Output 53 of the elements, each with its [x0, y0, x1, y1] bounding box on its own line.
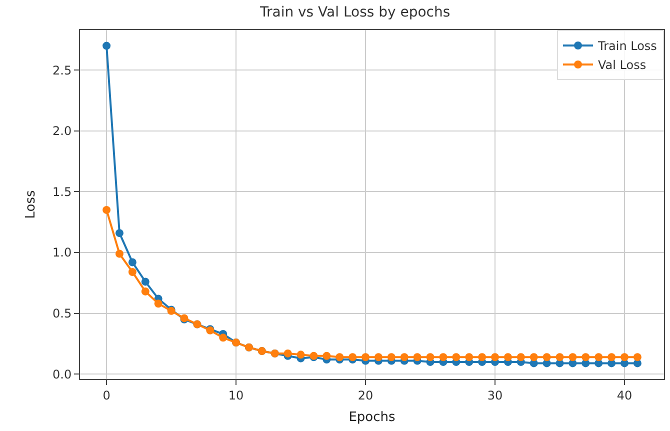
point	[439, 353, 448, 362]
legend-label: Train Loss	[597, 39, 657, 54]
x-tick-label: 0	[102, 388, 110, 402]
point	[115, 250, 124, 258]
point	[219, 334, 228, 342]
point	[322, 352, 331, 360]
x-axis-title: Epochs	[348, 410, 396, 425]
point	[633, 353, 642, 362]
x-tick-label: 30	[487, 388, 503, 402]
point	[154, 300, 162, 308]
point	[620, 353, 629, 362]
point	[516, 353, 525, 362]
point	[452, 353, 460, 362]
point	[413, 353, 422, 362]
point	[426, 353, 434, 362]
point	[128, 258, 136, 266]
point	[374, 353, 382, 362]
y-tick-label: 1.0	[52, 246, 72, 260]
point	[115, 229, 124, 238]
point	[102, 42, 111, 50]
point	[582, 353, 590, 362]
point	[296, 350, 305, 359]
y-axis-title: Loss	[23, 190, 38, 219]
point	[504, 353, 512, 362]
y-tick-label: 0.0	[52, 367, 72, 382]
point	[491, 353, 500, 362]
point	[141, 287, 150, 296]
y-tick-label: 0.5	[52, 306, 72, 321]
point	[128, 268, 136, 276]
y-tick-label: 2.5	[52, 63, 72, 78]
point	[400, 353, 408, 362]
point	[102, 206, 111, 214]
point	[542, 353, 551, 362]
x-tick-label: 20	[358, 388, 374, 402]
x-tick-label: 40	[616, 388, 632, 402]
point	[478, 353, 486, 362]
point	[336, 353, 344, 362]
point	[362, 353, 370, 362]
point	[465, 353, 474, 362]
point	[594, 353, 603, 362]
y-tick-label: 1.5	[52, 184, 72, 199]
point	[348, 353, 357, 362]
point	[387, 353, 396, 362]
point	[284, 349, 292, 358]
point	[530, 353, 538, 362]
x-tick-label: 10	[228, 388, 244, 402]
y-tick-label: 2.0	[52, 124, 72, 138]
point	[556, 353, 564, 362]
chart-title: Train vs Val Loss by epochs	[259, 4, 450, 20]
point	[141, 278, 150, 286]
point	[608, 353, 616, 362]
point	[568, 353, 577, 362]
legend-label: Val Loss	[598, 58, 646, 72]
